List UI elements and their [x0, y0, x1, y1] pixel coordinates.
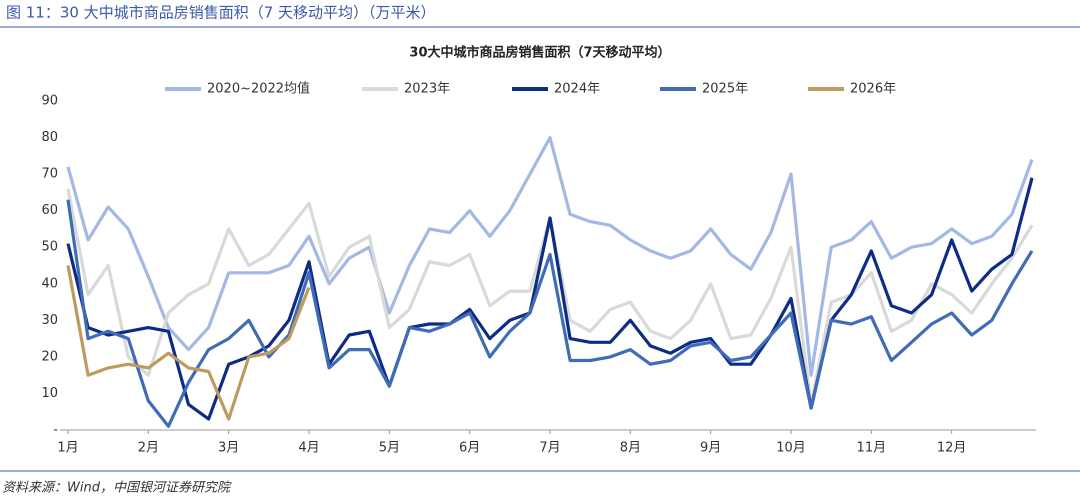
x-tick-label: 10月: [776, 441, 806, 456]
x-tick-label: 5月: [379, 441, 400, 456]
x-tick-label: 3月: [218, 441, 239, 456]
x-tick-label: 4月: [298, 441, 319, 456]
legend-label: 2025年: [702, 82, 748, 97]
y-tick-label: 60: [41, 203, 58, 218]
x-tick-label: 11月: [857, 441, 887, 456]
y-tick-label: 90: [41, 94, 58, 109]
series-line: [66, 177, 1034, 421]
legend-label: 2023年: [404, 82, 450, 97]
x-tick-label: 8月: [620, 441, 641, 456]
y-tick-label: 70: [41, 167, 58, 182]
y-tick-label: 30: [41, 313, 58, 328]
y-tick-label: 20: [41, 349, 58, 364]
x-tick-label: 7月: [539, 441, 560, 456]
x-tick-label: 12月: [937, 441, 967, 456]
x-tick-label: 1月: [57, 441, 78, 456]
y-tick-label: 40: [41, 276, 58, 291]
x-tick-label: 6月: [459, 441, 480, 456]
y-tick-label: -: [53, 423, 58, 438]
x-tick-label: 9月: [700, 441, 721, 456]
series-line: [66, 265, 311, 421]
y-tick-label: 80: [41, 130, 58, 145]
header: 图 11：30 大中城市商品房销售面积（7 天移动平均）（万平米）: [6, 4, 436, 22]
y-tick-label: 10: [41, 386, 58, 401]
legend-label: 2020~2022均值: [207, 81, 310, 97]
legend-label: 2024年: [554, 82, 600, 97]
source: 资料来源：Wind，中国银河证券研究院: [2, 480, 232, 496]
legend-label: 2026年: [850, 82, 896, 97]
chart-title: 30大中城市商品房销售面积（7天移动平均）: [409, 45, 670, 61]
series-line: [66, 136, 1034, 377]
series-line: [66, 199, 1034, 428]
x-tick-label: 2月: [138, 441, 159, 456]
y-tick-label: 50: [41, 240, 58, 255]
